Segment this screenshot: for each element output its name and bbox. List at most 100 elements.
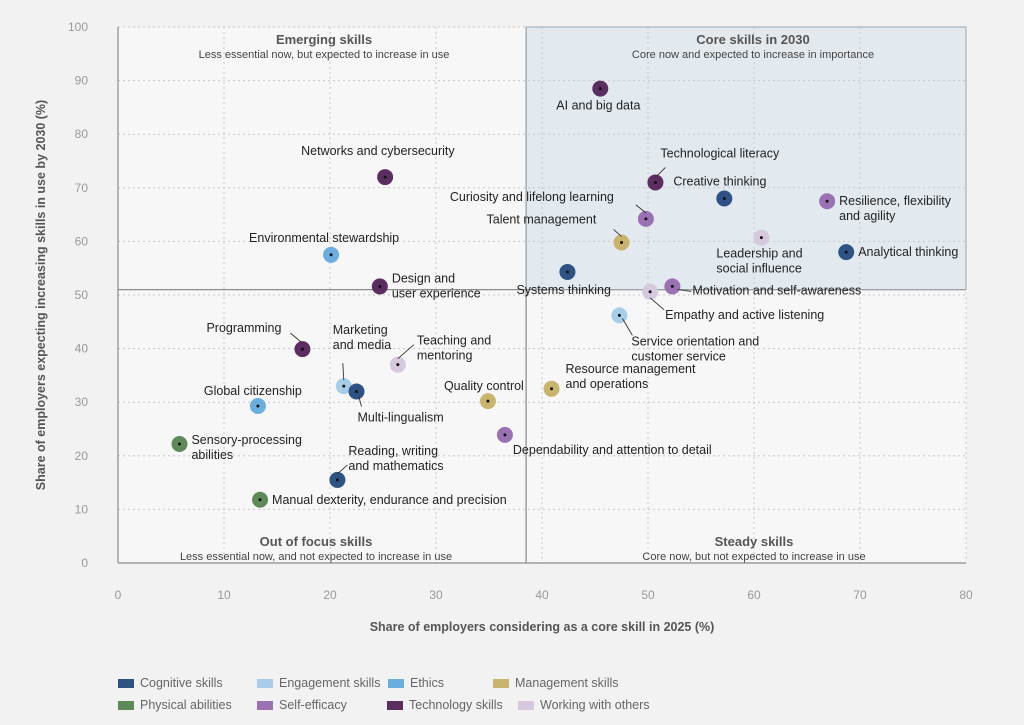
point-label-manual-dexterity-endurance-and-precision: Manual dexterity, endurance and precisio… [272, 493, 507, 507]
x-tick-label: 20 [323, 588, 337, 602]
x-tick-label: 30 [429, 588, 443, 602]
point-label-leadership-and-social-influence: Leadership and social influence [716, 247, 802, 276]
legend-label: Self-efficacy [279, 698, 347, 712]
point-center-environmental-stewardship [329, 253, 333, 257]
core-quadrant-border [525, 26, 967, 291]
leader-line-talent-management [613, 229, 622, 237]
point-center-technological-literacy [653, 180, 657, 184]
point-label-service-orientation-and-customer-service: Service orientation and customer service [631, 334, 759, 363]
leader-line-programming [290, 332, 303, 344]
point-center-ai-and-big-data [598, 87, 602, 91]
point-center-networks-and-cybersecurity [383, 175, 387, 179]
leader-line-service-orientation-and-customer-service [621, 318, 633, 336]
point-label-systems-thinking: Systems thinking [516, 283, 611, 297]
legend-item-working-with-others: Working with others [518, 698, 650, 712]
point-label-analytical-thinking: Analytical thinking [858, 245, 958, 259]
quadrant-title-steady: Steady skills [715, 534, 794, 549]
point-center-resource-management-and-operations [550, 387, 554, 391]
point-center-talent-management [620, 240, 623, 244]
point-label-sensory-processing-abilities: Sensory-processing abilities [191, 433, 302, 462]
y-tick-label: 30 [75, 395, 89, 409]
legend-swatch [387, 701, 403, 711]
quadrant-subtitle-core: Core now and expected to increase in imp… [632, 49, 874, 61]
point-label-resilience-flexibility-and-agility: Resilience, flexibility and agility [839, 194, 952, 223]
y-tick-label: 60 [75, 234, 89, 248]
point-label-technological-literacy: Technological literacy [660, 146, 780, 160]
point-label-networks-and-cybersecurity: Networks and cybersecurity [301, 144, 455, 158]
point-label-empathy-and-active-listening: Empathy and active listening [665, 308, 824, 322]
x-tick-label: 80 [959, 588, 973, 602]
x-tick-label: 70 [853, 588, 867, 602]
point-label-programming: Programming [206, 321, 281, 335]
point-label-design-and-user-experience: Design and user experience [392, 271, 481, 300]
leader-line-multi-lingualism [358, 395, 362, 407]
legend-item-technology-skills: Technology skills [387, 698, 503, 712]
leader-line-marketing-and-media [342, 363, 345, 381]
quadrant-title-emerging: Emerging skills [276, 32, 372, 47]
point-label-global-citizenship: Global citizenship [204, 384, 302, 398]
y-tick-label: 40 [75, 342, 89, 356]
legend-item-ethics: Ethics [388, 676, 444, 690]
y-tick-label: 50 [75, 288, 89, 302]
legend-item-management-skills: Management skills [493, 676, 619, 690]
legend-label: Technology skills [409, 698, 503, 712]
point-center-sensory-processing-abilities [177, 442, 181, 446]
legend-swatch [118, 679, 134, 689]
x-tick-label: 0 [115, 588, 122, 602]
legend-item-physical-abilities: Physical abilities [118, 698, 232, 712]
point-center-global-citizenship [256, 404, 260, 408]
x-tick-label: 50 [641, 588, 655, 602]
point-center-reading-writing-and-mathematics [335, 478, 339, 482]
leader-line-empathy-and-active-listening [649, 297, 665, 311]
point-label-creative-thinking: Creative thinking [673, 175, 766, 189]
quadrant-title-core: Core skills in 2030 [696, 32, 809, 47]
legend-swatch [257, 679, 273, 689]
point-center-manual-dexterity-endurance-and-precision [258, 498, 262, 502]
point-center-quality-control [486, 399, 490, 403]
point-label-dependability-and-attention-to-detail: Dependability and attention to detail [513, 443, 712, 457]
y-tick-label: 10 [75, 502, 89, 516]
legend-swatch [493, 679, 509, 689]
point-center-curiosity-and-lifelong-learning [644, 217, 648, 221]
point-label-multi-lingualism: Multi-lingualism [358, 410, 444, 424]
point-center-motivation-and-self-awareness [670, 284, 674, 288]
y-tick-label: 0 [81, 556, 88, 570]
x-axis-title: Share of employers considering as a core… [370, 620, 715, 634]
legend-item-self-efficacy: Self-efficacy [257, 698, 347, 712]
point-center-design-and-user-experience [378, 284, 382, 288]
point-center-service-orientation-and-customer-service [617, 313, 621, 317]
point-center-analytical-thinking [844, 250, 848, 254]
point-label-reading-writing-and-mathematics: Reading, writing and mathematics [348, 444, 443, 473]
x-tick-label: 10 [217, 588, 231, 602]
point-center-teaching-and-mentoring [396, 363, 400, 367]
point-label-resource-management-and-operations: Resource management and operations [566, 362, 696, 391]
quadrant-subtitle-steady: Core now, but not expected to increase i… [642, 551, 865, 563]
quadrant-subtitle-emerging: Less essential now, but expected to incr… [199, 49, 450, 61]
legend-label: Engagement skills [279, 676, 381, 690]
legend-swatch [257, 701, 273, 711]
x-tick-label: 60 [747, 588, 761, 602]
legend-label: Management skills [515, 676, 619, 690]
point-center-programming [300, 347, 304, 351]
point-center-systems-thinking [565, 270, 569, 274]
point-center-multi-lingualism [355, 389, 358, 393]
y-tick-label: 90 [75, 74, 89, 88]
point-label-motivation-and-self-awareness: Motivation and self-awareness [692, 283, 861, 297]
leader-line-curiosity-and-lifelong-learning [635, 204, 647, 214]
point-label-curiosity-and-lifelong-learning: Curiosity and lifelong learning [450, 190, 614, 204]
x-tick-label: 40 [535, 588, 549, 602]
point-center-leadership-and-social-influence [759, 236, 763, 240]
point-label-talent-management: Talent management [487, 212, 597, 226]
legend-item-engagement-skills: Engagement skills [257, 676, 380, 690]
point-center-creative-thinking [722, 197, 726, 201]
legend-swatch [518, 701, 534, 711]
legend-label: Working with others [540, 698, 650, 712]
legend-label: Cognitive skills [140, 676, 223, 690]
core-quadrant-shading [526, 27, 966, 290]
y-tick-label: 70 [75, 181, 89, 195]
legend-swatch [118, 701, 134, 711]
y-tick-label: 80 [75, 127, 89, 141]
leader-line-technological-literacy [655, 167, 666, 178]
